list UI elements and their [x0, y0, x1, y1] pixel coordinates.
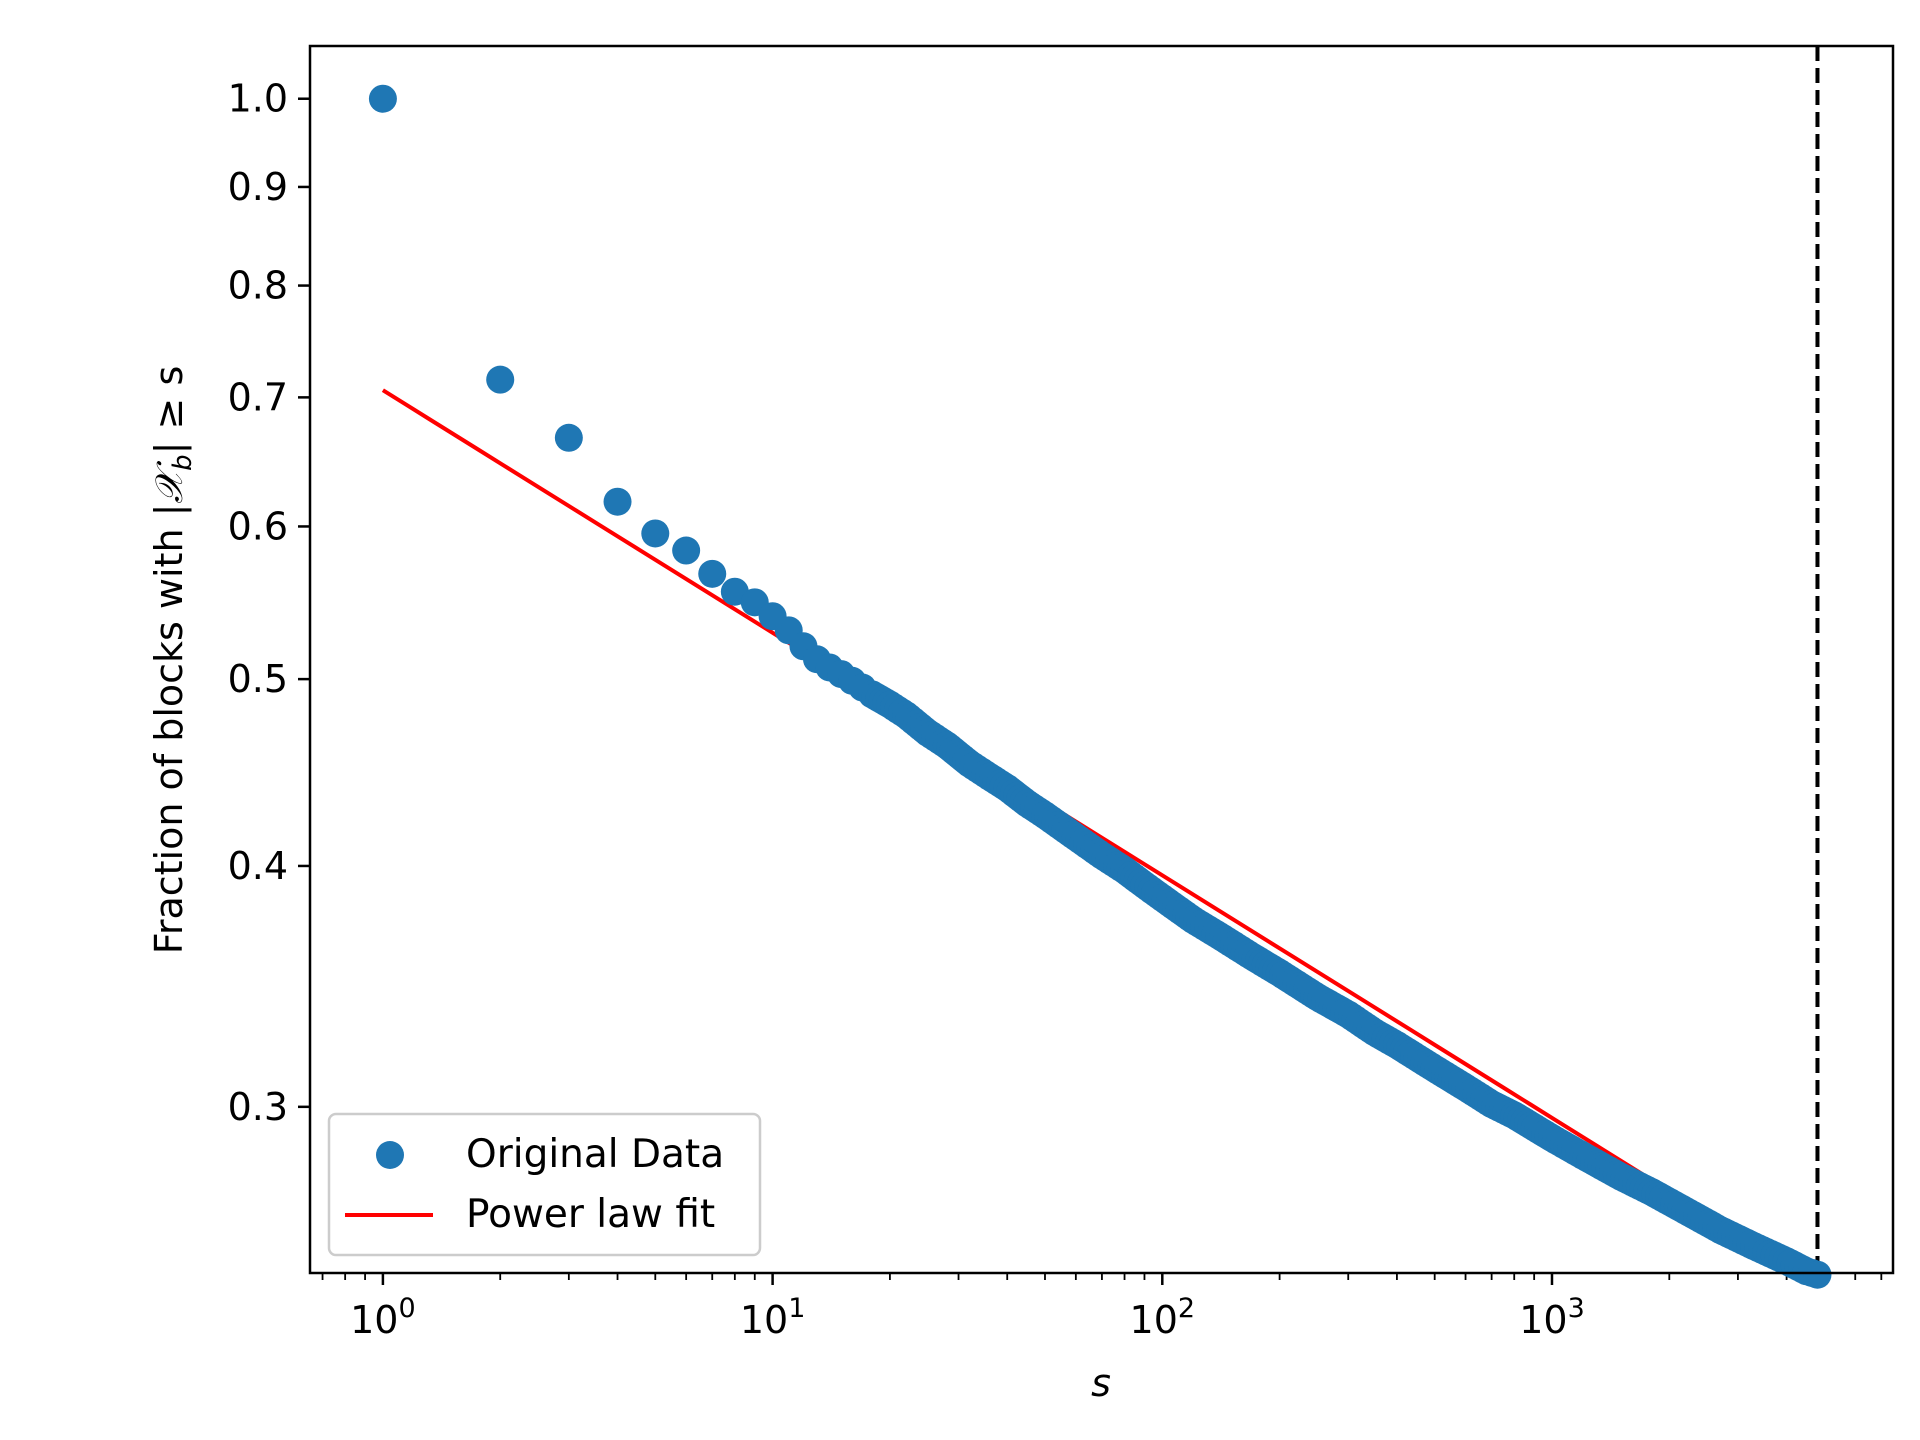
- legend-label-power-law-fit: Power law fit: [466, 1192, 715, 1237]
- data-point: [1803, 1260, 1832, 1289]
- x-tick-label: 102: [1130, 1293, 1196, 1342]
- x-tick-label: 101: [740, 1293, 806, 1342]
- data-point: [603, 487, 632, 516]
- plot-area-background: [310, 46, 1893, 1273]
- x-tick-label: 103: [1519, 1293, 1585, 1342]
- data-point: [368, 84, 397, 113]
- data-point: [672, 536, 701, 565]
- x-axis-label: s: [1091, 1361, 1111, 1405]
- y-tick-label: 0.7: [228, 375, 288, 419]
- y-tick-label: 0.3: [228, 1085, 288, 1129]
- data-point: [641, 519, 670, 548]
- tick-layer: 100 101 102 103 0.3 0.4 0.5 0.6 0.7 0.8 0.9 1.0: [228, 77, 1883, 1342]
- data-point: [486, 365, 515, 394]
- legend-label-original-data: Original Data: [466, 1132, 724, 1177]
- legend: Original Data Power law fit: [327, 1112, 762, 1257]
- y-tick-label: 1.0: [228, 77, 288, 121]
- y-tick-label: 0.6: [228, 504, 288, 548]
- y-tick-label: 0.5: [228, 657, 288, 701]
- y-axis-label: Fraction of blocks with |𝒳b| ≥ s: [147, 366, 198, 955]
- y-tick-label: 0.8: [228, 264, 288, 308]
- y-tick-label: 0.9: [228, 165, 288, 209]
- y-tick-label: 0.4: [228, 844, 288, 888]
- data-point: [554, 423, 583, 452]
- fit-line-layer: [381, 388, 1819, 1285]
- legend-marker-original-data: [376, 1141, 404, 1169]
- scatter-points-layer: [368, 84, 1832, 1289]
- x-tick-label: 100: [350, 1293, 416, 1342]
- plot-frame: [308, 44, 1895, 1275]
- power-law-fit-line: [381, 388, 1819, 1285]
- axis-labels-layer: s Fraction of blocks with |𝒳b| ≥ s: [147, 366, 1111, 1405]
- data-point: [698, 559, 727, 588]
- legend-box: [327, 1112, 762, 1257]
